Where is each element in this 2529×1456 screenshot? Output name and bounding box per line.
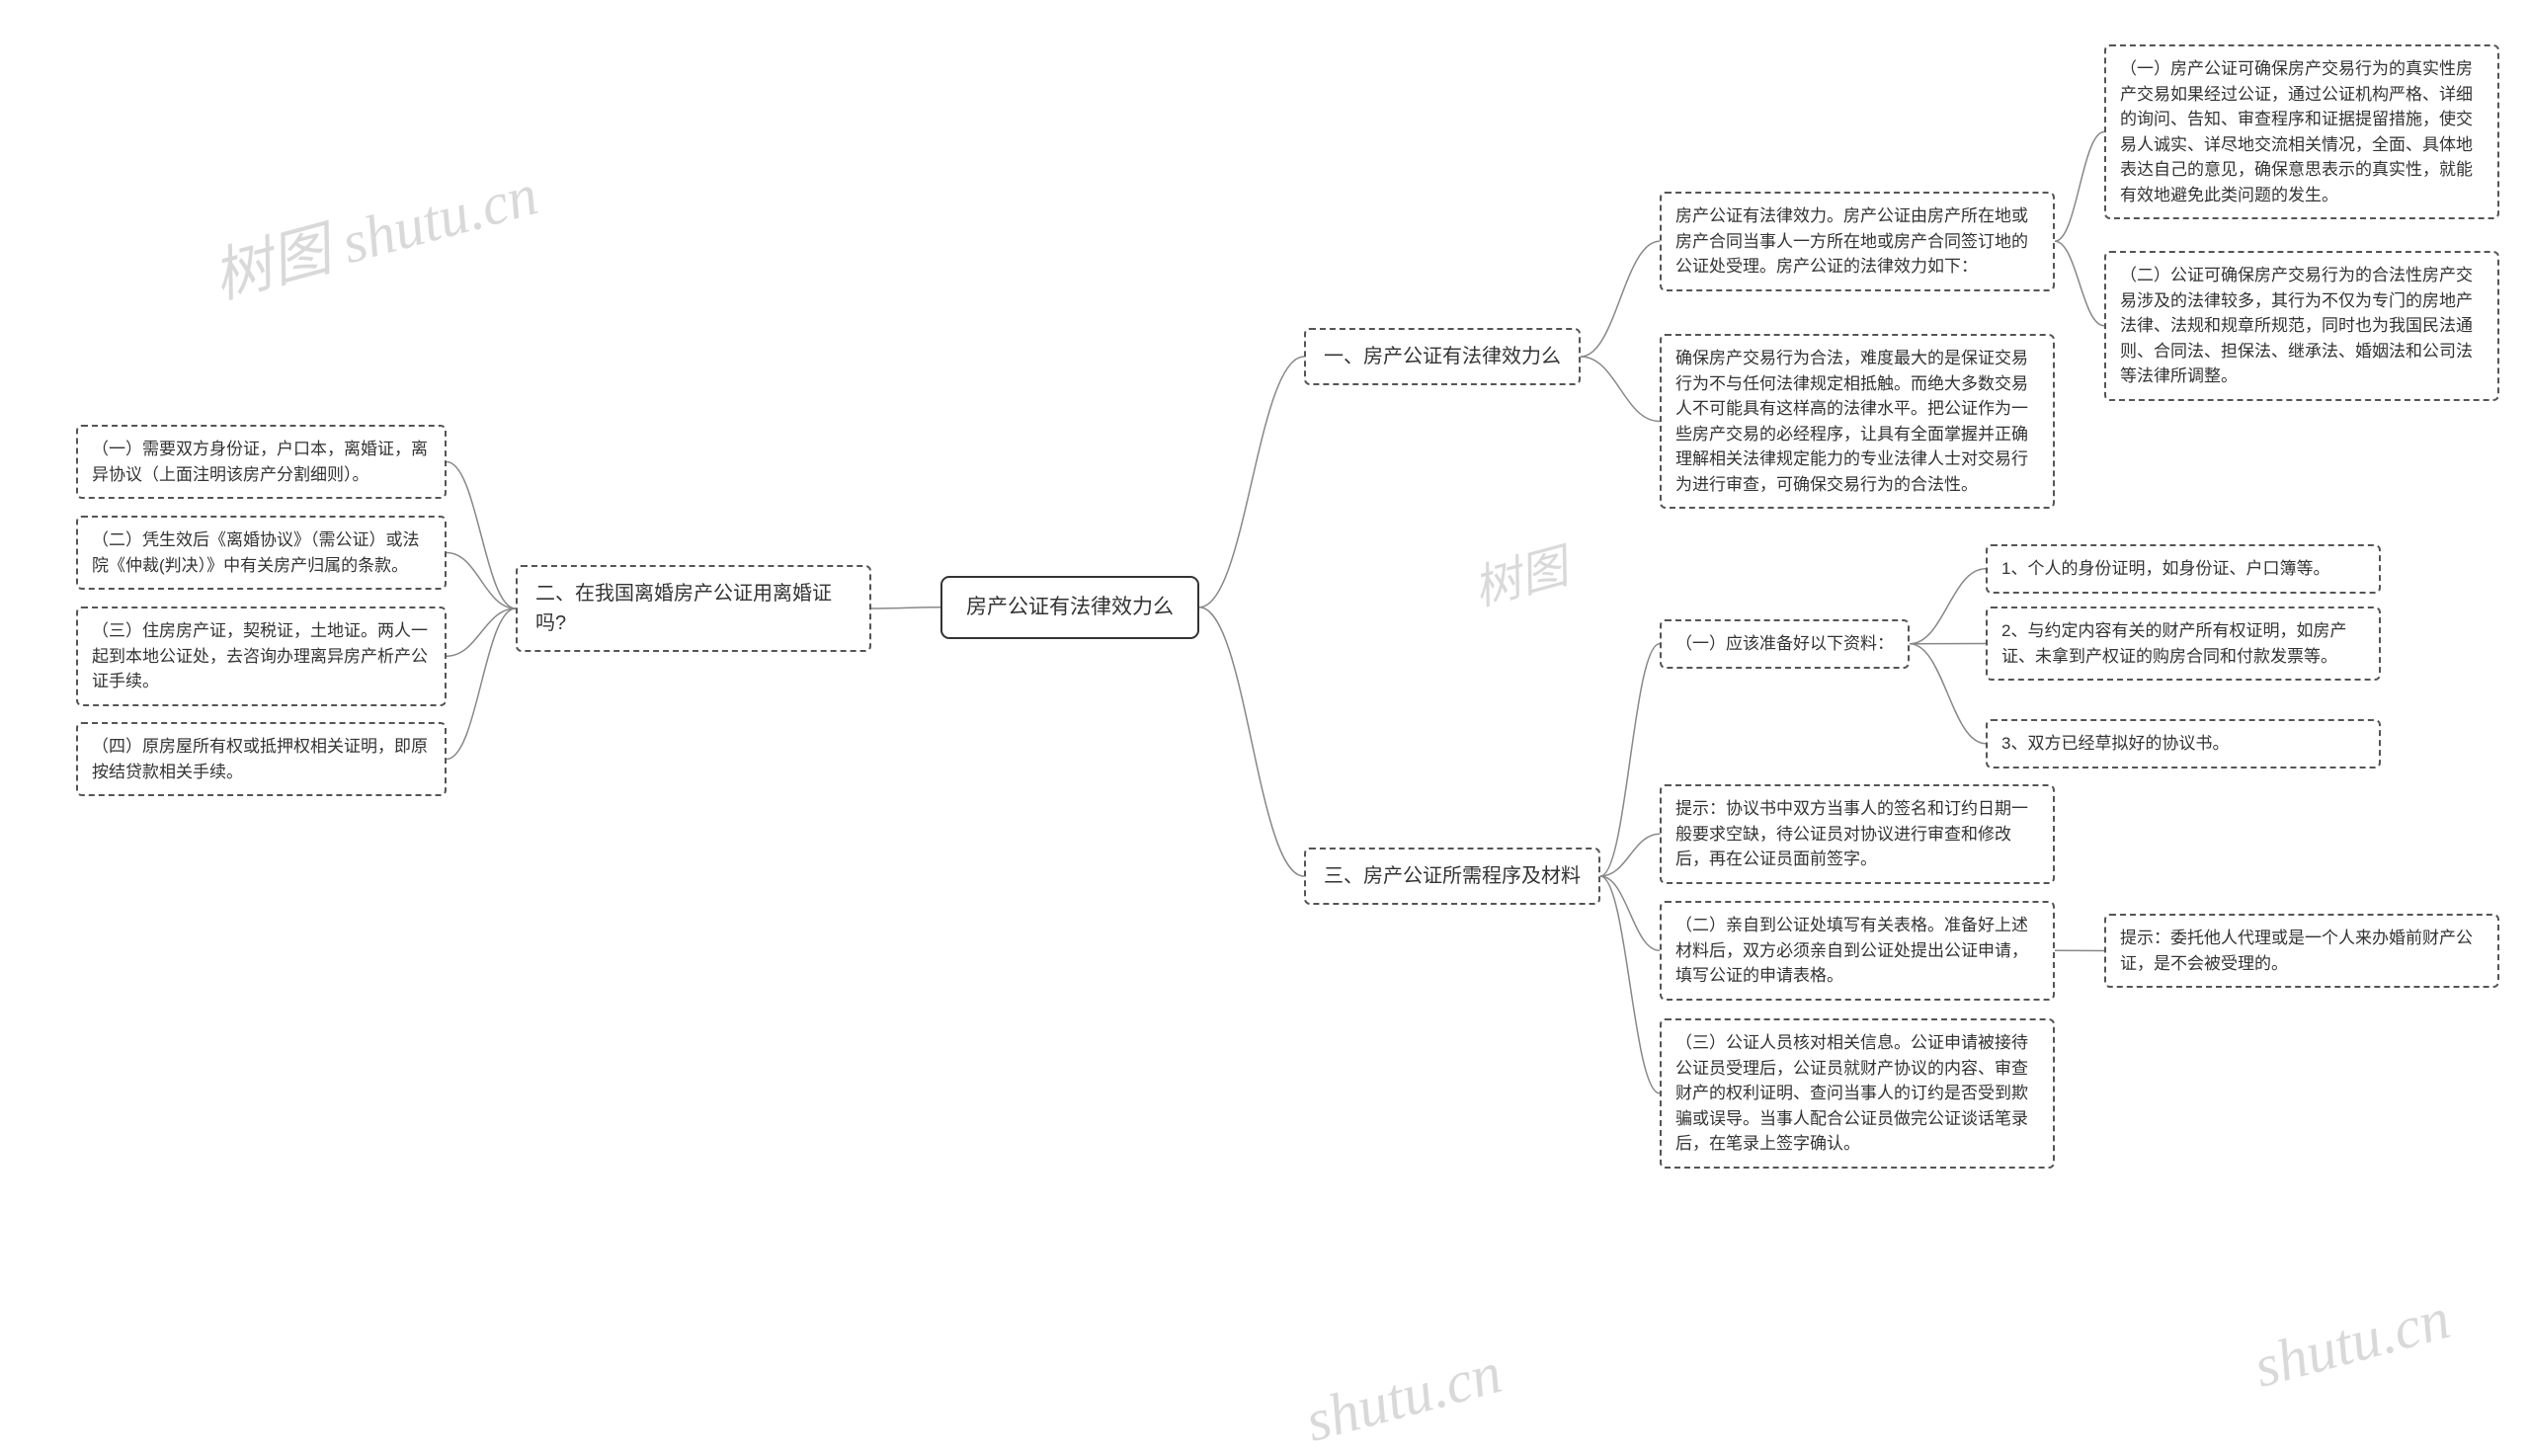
leaf-b3-tip1: 提示：协议书中双方当事人的签名和订约日期一般要求空缺，待公证员对协议进行审查和修… xyxy=(1660,784,2055,884)
watermark: 树图 shutu.cn xyxy=(202,146,545,315)
leaf-b3-tip2: 提示：委托他人代理或是一个人来办婚前财产公证，是不会被受理的。 xyxy=(2104,914,2499,988)
leaf-b1-ensure-legal: 确保房产交易行为合法，难度最大的是保证交易行为不与任何法律规定相抵触。而绝大多数… xyxy=(1660,334,2055,509)
leaf-b3-inperson: （二）亲自到公证处填写有关表格。准备好上述材料后，双方必须亲自到公证处提出公证申… xyxy=(1660,901,2055,1001)
leaf-b2-2: （二）凭生效后《离婚协议》（需公证）或法院《仲裁(判决）》中有关房产归属的条款。 xyxy=(76,516,447,590)
leaf-b3-verify: （三）公证人员核对相关信息。公证申请被接待公证员受理后，公证员就财产协议的内容、… xyxy=(1660,1018,2055,1169)
leaf-b1-legality: （二）公证可确保房产交易行为的合法性房产交易涉及的法律较多，其行为不仅为专门的房… xyxy=(2104,251,2499,401)
watermark: 树图 xyxy=(1465,527,1575,618)
leaf-b3-draft: 3、双方已经草拟好的协议书。 xyxy=(1986,719,2381,768)
watermark: shutu.cn xyxy=(1299,1338,1509,1456)
leaf-b1-effect-intro: 房产公证有法律效力。房产公证由房产所在地或房产合同当事人一方所在地或房产合同签订… xyxy=(1660,192,2055,291)
leaf-b3-property-cert: 2、与约定内容有关的财产所有权证明，如房产证、未拿到产权证的购房合同和付款发票等… xyxy=(1986,607,2381,681)
watermark: shutu.cn xyxy=(2247,1284,2458,1402)
leaf-b2-3: （三）住房房产证，契税证，土地证。两人一起到本地公证处，去咨询办理离异房产析产公… xyxy=(76,607,447,706)
leaf-b3-prepare: （一）应该准备好以下资料： xyxy=(1660,619,1910,669)
root-node: 房产公证有法律效力么 xyxy=(940,576,1199,639)
leaf-b2-1: （一）需要双方身份证，户口本，离婚证，离异协议（上面注明该房产分割细则）。 xyxy=(76,425,447,499)
leaf-b2-4: （四）原房屋所有权或抵押权相关证明，即原按结贷款相关手续。 xyxy=(76,722,447,796)
branch-legal-effect: 一、房产公证有法律效力么 xyxy=(1304,328,1581,385)
branch-procedure-materials: 三、房产公证所需程序及材料 xyxy=(1304,848,1600,905)
leaf-b1-authenticity: （一）房产公证可确保房产交易行为的真实性房产交易如果经过公证，通过公证机构严格、… xyxy=(2104,44,2499,219)
branch-divorce-notary: 二、在我国离婚房产公证用离婚证吗? xyxy=(516,565,871,652)
leaf-b3-id: 1、个人的身份证明，如身份证、户口簿等。 xyxy=(1986,544,2381,594)
